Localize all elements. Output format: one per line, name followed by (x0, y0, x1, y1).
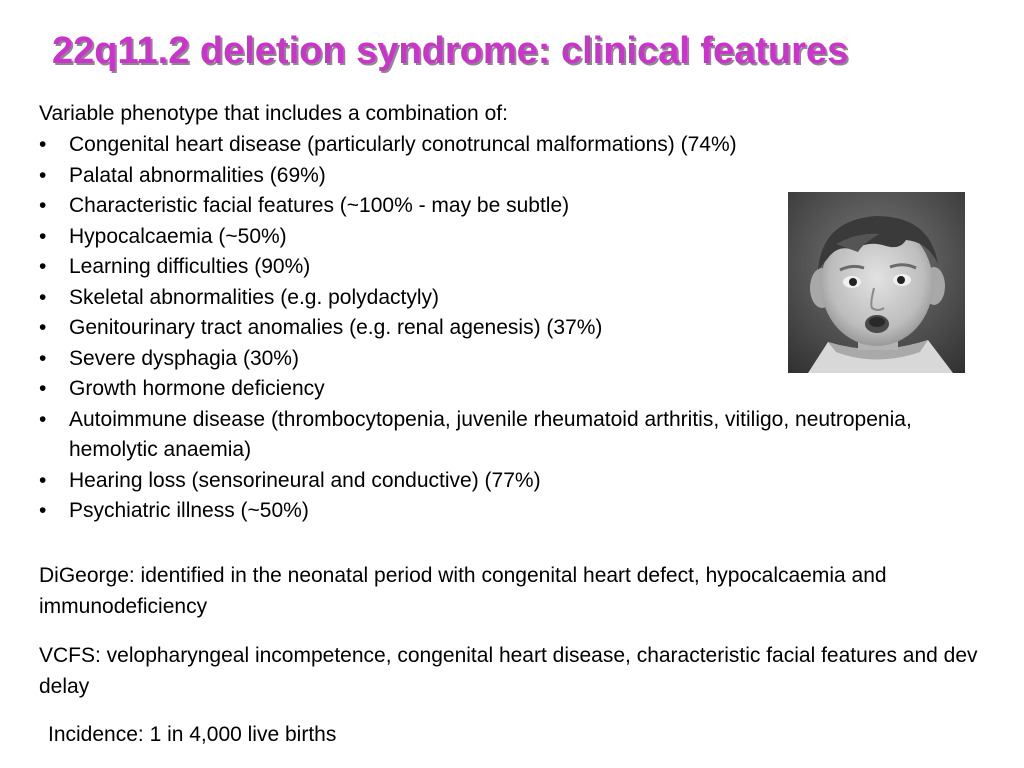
bullet-icon: • (39, 316, 47, 339)
list-item: • Genitourinary tract anomalies (e.g. ren… (39, 313, 984, 344)
list-item: • Psychiatric illness (~50%) (39, 496, 984, 527)
bullet-icon: • (39, 346, 47, 370)
list-item-text: Characteristic facial features (~100% - … (69, 194, 570, 217)
list-item-text: Autoimmune disease (thrombocytopenia, ju… (69, 407, 912, 462)
list-item-text: Hypocalcaemia (~50%) (69, 224, 287, 248)
feature-list: • Congenital heart disease (particularly … (39, 130, 984, 527)
patient-photo (788, 192, 965, 373)
list-item: • Skeletal abnormalities (e.g. polydactyl… (39, 283, 984, 314)
list-item: • Severe dysphagia (30%) (39, 344, 984, 375)
bullet-icon: • (39, 407, 47, 431)
list-item-text: Palatal abnormalities (69%) (69, 163, 326, 187)
digeorge-paragraph: DiGeorge: identified in the neonatal per… (39, 564, 887, 618)
bullet-icon: • (39, 133, 47, 156)
list-item: • Autoimmune disease (thrombocytopenia, j… (39, 405, 984, 466)
bullet-icon: • (39, 163, 47, 187)
bullet-icon: • (39, 194, 47, 217)
list-item-text: Psychiatric illness (~50%) (69, 499, 309, 522)
list-item: • Characteristic facial features (~100% -… (39, 191, 984, 222)
list-item-text: Genitourinary tract anomalies (e.g. rena… (69, 316, 603, 339)
bullet-icon: • (39, 499, 47, 522)
intro-text: Variable phenotype that includes a combi… (39, 102, 508, 125)
list-item: • Congenital heart disease (particularly … (39, 130, 984, 161)
list-item: • Growth hormone deficiency (39, 374, 984, 405)
list-item-text: Severe dysphagia (30%) (69, 346, 299, 370)
list-item-text: Learning difficulties (90%) (69, 255, 311, 278)
bullet-icon: • (39, 255, 47, 278)
incidence-text: Incidence: 1 in 4,000 live births (48, 723, 337, 746)
list-item: • Hearing loss (sensorineural and conduct… (39, 466, 984, 497)
slide-title: 22q11.2 deletion syndrome: clinical feat… (52, 30, 849, 72)
list-item: • Hypocalcaemia (~50%) (39, 222, 984, 253)
vcfs-paragraph: VCFS: velopharyngeal incompetence, conge… (39, 644, 978, 698)
list-item-text: Hearing loss (sensorineural and conducti… (69, 468, 541, 492)
bullet-icon: • (39, 285, 47, 309)
list-item: • Learning difficulties (90%) (39, 252, 984, 283)
list-item-text: Congenital heart disease (particularly c… (69, 133, 737, 156)
bullet-icon: • (39, 468, 47, 492)
child-face-image (788, 192, 965, 373)
list-item-text: Growth hormone deficiency (69, 377, 325, 400)
list-item: • Palatal abnormalities (69%) (39, 161, 984, 192)
bullet-icon: • (39, 377, 47, 400)
bullet-icon: • (39, 224, 47, 248)
list-item-text: Skeletal abnormalities (e.g. polydactyly… (69, 285, 440, 309)
